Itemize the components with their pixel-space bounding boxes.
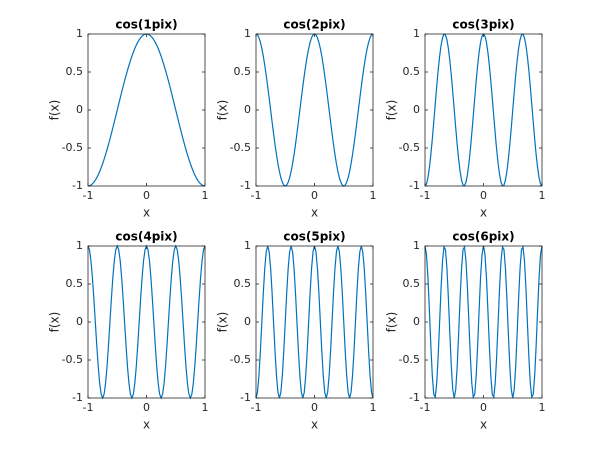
x-tick-label: 1	[370, 401, 377, 414]
x-axis-label: x	[311, 206, 318, 220]
x-axis-label: x	[480, 418, 487, 432]
x-tick-label: 0	[480, 401, 487, 414]
y-tick-label: 1	[76, 27, 83, 40]
subplot-title: cos(3pix)	[452, 18, 514, 32]
x-tick-label: -1	[251, 189, 262, 202]
y-tick-label: 0	[244, 315, 251, 328]
y-tick-label: 1	[244, 239, 251, 252]
y-tick-label: 0	[413, 315, 420, 328]
x-tick-label: 1	[370, 189, 377, 202]
x-tick-label: -1	[83, 189, 94, 202]
x-tick-label: 0	[143, 189, 150, 202]
plot-area	[256, 246, 373, 398]
y-tick-label: 0.5	[234, 65, 252, 78]
x-axis-label: x	[143, 418, 150, 432]
y-axis-label: f(x)	[385, 100, 399, 121]
y-tick-label: 0.5	[66, 277, 84, 290]
y-tick-label: -0.5	[230, 141, 251, 154]
plot-area	[88, 34, 205, 186]
y-tick-label: -0.5	[399, 353, 420, 366]
y-tick-label: -0.5	[62, 353, 83, 366]
x-tick-label: 1	[539, 189, 546, 202]
x-axis-label: x	[143, 206, 150, 220]
x-tick-label: -1	[420, 401, 431, 414]
subplot-title: cos(4pix)	[115, 230, 177, 244]
subplot-title: cos(2pix)	[283, 18, 345, 32]
y-tick-label: 0.5	[234, 277, 252, 290]
y-tick-label: -1	[72, 391, 83, 404]
y-tick-label: 1	[244, 27, 251, 40]
y-tick-label: -1	[240, 179, 251, 192]
y-tick-label: 0.5	[403, 277, 421, 290]
subplot-title: cos(6pix)	[452, 230, 514, 244]
subplot-title: cos(5pix)	[283, 230, 345, 244]
y-tick-label: 1	[76, 239, 83, 252]
y-tick-label: 0	[244, 103, 251, 116]
y-tick-label: 0	[76, 103, 83, 116]
plot-area	[425, 246, 542, 398]
plot-area	[88, 246, 205, 398]
y-tick-label: 0	[413, 103, 420, 116]
x-tick-label: 0	[311, 189, 318, 202]
x-axis-label: x	[480, 206, 487, 220]
plot-area	[425, 34, 542, 186]
x-tick-label: 0	[311, 401, 318, 414]
y-axis-label: f(x)	[48, 312, 62, 333]
y-tick-label: -1	[409, 391, 420, 404]
y-tick-label: -0.5	[62, 141, 83, 154]
y-tick-label: 1	[413, 239, 420, 252]
y-axis-label: f(x)	[385, 312, 399, 333]
x-tick-label: 1	[202, 189, 209, 202]
x-tick-label: -1	[420, 189, 431, 202]
y-tick-label: 0	[76, 315, 83, 328]
x-tick-label: -1	[251, 401, 262, 414]
x-tick-label: -1	[83, 401, 94, 414]
x-tick-label: 0	[143, 401, 150, 414]
subplot-title: cos(1pix)	[115, 18, 177, 32]
y-tick-label: -1	[240, 391, 251, 404]
x-tick-label: 0	[480, 189, 487, 202]
y-tick-label: -0.5	[230, 353, 251, 366]
x-axis-label: x	[311, 418, 318, 432]
y-tick-label: 0.5	[403, 65, 421, 78]
y-axis-label: f(x)	[48, 100, 62, 121]
y-axis-label: f(x)	[216, 100, 230, 121]
y-tick-label: -1	[72, 179, 83, 192]
x-tick-label: 1	[539, 401, 546, 414]
plot-area	[256, 34, 373, 186]
y-tick-label: 1	[413, 27, 420, 40]
y-tick-label: -1	[409, 179, 420, 192]
y-axis-label: f(x)	[216, 312, 230, 333]
y-tick-label: -0.5	[399, 141, 420, 154]
y-tick-label: 0.5	[66, 65, 84, 78]
x-tick-label: 1	[202, 401, 209, 414]
